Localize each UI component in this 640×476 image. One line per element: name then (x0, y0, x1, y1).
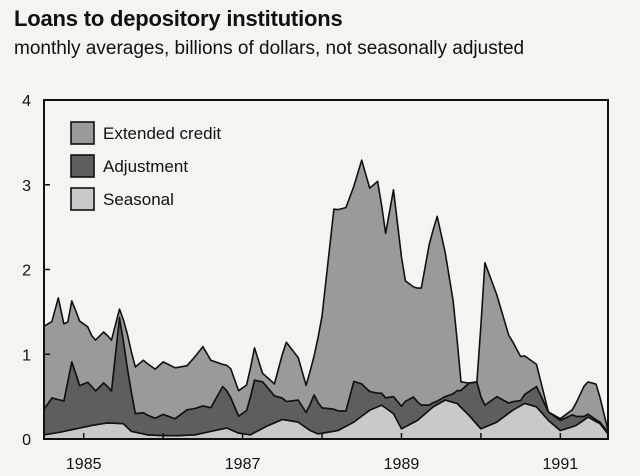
y-tick-label: 4 (22, 93, 31, 110)
legend-label-seasonal: Seasonal (103, 190, 174, 209)
x-tick-label: 1989 (384, 456, 420, 473)
x-tick-label: 1985 (66, 456, 102, 473)
y-tick-label: 0 (22, 432, 31, 449)
chart-title: Loans to depository institutions (14, 6, 343, 31)
chart-subtitle: monthly averages, billions of dollars, n… (14, 38, 525, 59)
x-axis: 1985 1987 1989 1991 (66, 433, 578, 473)
y-axis: 0 1 2 3 4 (22, 93, 50, 449)
y-tick-label: 2 (22, 263, 31, 280)
legend-swatch-seasonal (70, 187, 95, 211)
x-tick-label: 1991 (543, 456, 579, 473)
legend: Extended credit Adjustment Seasonal (70, 121, 221, 211)
y-tick-label: 3 (22, 178, 31, 195)
y-tick-label: 1 (22, 347, 31, 364)
legend-swatch-adjustment (70, 154, 95, 178)
legend-label-extended-credit: Extended credit (103, 124, 221, 143)
legend-label-adjustment: Adjustment (103, 157, 188, 176)
x-tick-label: 1987 (225, 456, 261, 473)
legend-swatch-extended-credit (70, 121, 95, 145)
